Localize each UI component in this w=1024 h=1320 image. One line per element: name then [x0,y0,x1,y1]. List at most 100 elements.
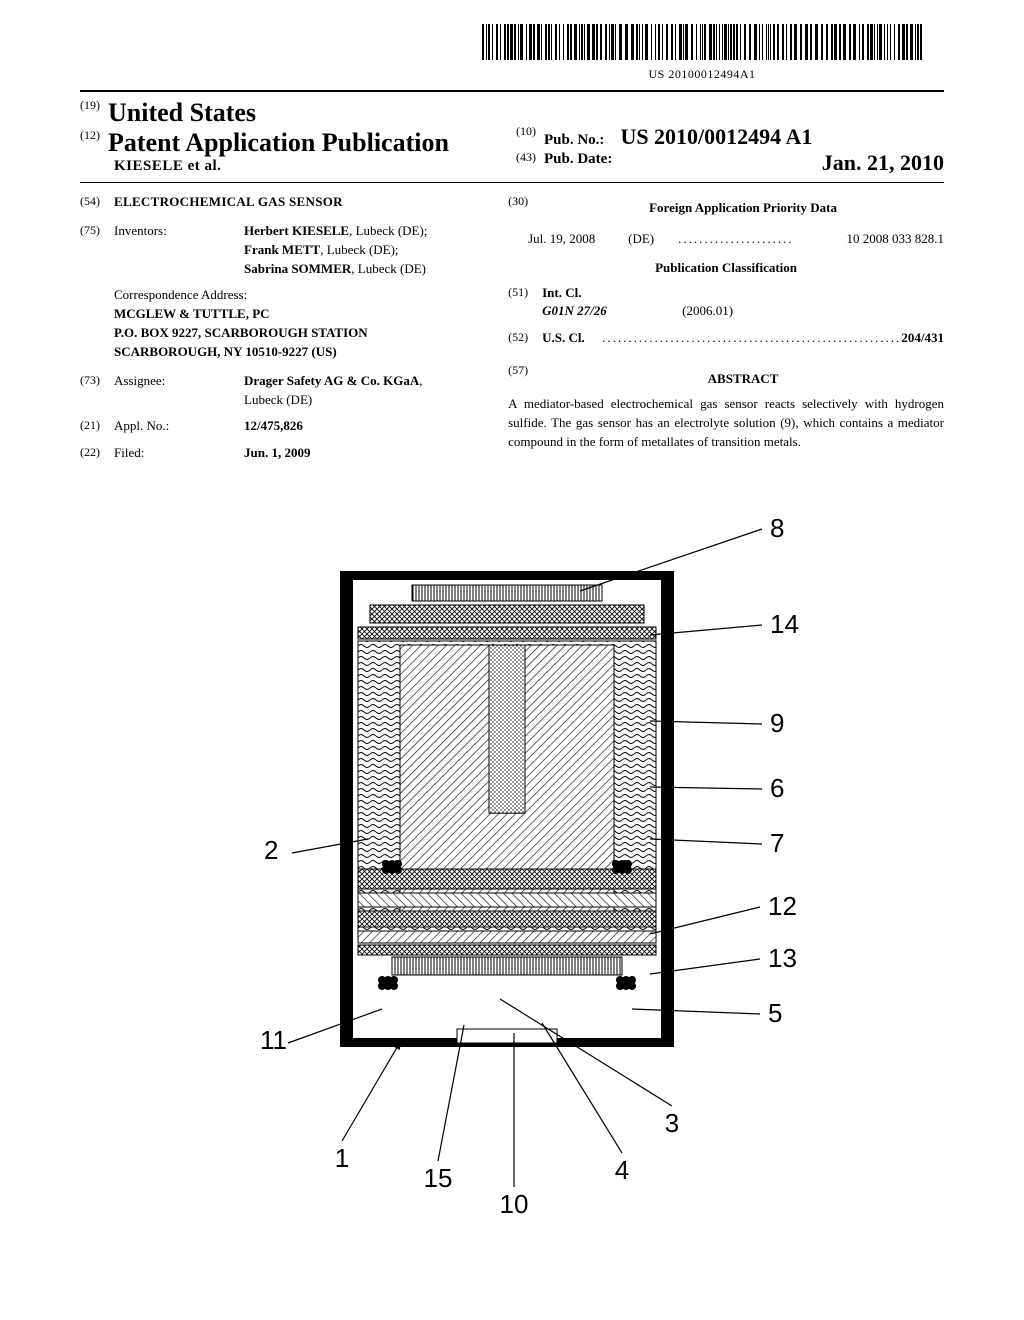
code-52: (52) [508,329,542,348]
foreign-data-row: Jul. 19, 2008 (DE) .....................… [528,230,944,249]
inventors-value: Herbert KIESELE, Lubeck (DE);Frank METT,… [244,222,490,279]
abstract-head-row: (57) ABSTRACT [508,362,944,395]
assignee-loc: Lubeck (DE) [244,392,312,407]
biblio-right: (30) Foreign Application Priority Data J… [508,193,944,471]
appl-value: 12/475,826 [244,417,490,436]
svg-text:8: 8 [770,513,784,543]
pubclass-head: Publication Classification [508,259,944,278]
pubdate-line: (43) Pub. Date: Jan. 21, 2010 [516,150,944,168]
svg-text:4: 4 [615,1155,629,1185]
patent-figure: 814967121352111151043 [202,499,822,1219]
inventor-entry: Frank METT, Lubeck (DE); [244,241,490,260]
appl-label: Appl. No.: [114,417,244,436]
intcl-row: (51) Int. Cl. G01N 27/26 (2006.01) [508,284,944,322]
corr-line: P.O. BOX 9227, SCARBOROUGH STATION [114,324,490,343]
foreign-head: Foreign Application Priority Data [542,199,944,218]
assignee-row: (73) Assignee: Drager Safety AG & Co. KG… [80,372,490,410]
barcode-svg [482,24,922,60]
svg-text:7: 7 [770,828,784,858]
uscl-line: U.S. Cl. ...............................… [542,329,944,348]
uscl-dots: ........................................… [602,329,901,348]
header-rule-bot [80,182,944,183]
intcl-year: (2006.01) [682,302,733,321]
assignee-value: Drager Safety AG & Co. KGaA, Lubeck (DE) [244,372,490,410]
code-54: (54) [80,193,114,212]
uscl-row: (52) U.S. Cl. ..........................… [508,329,944,348]
code-10: (10) [516,124,536,138]
code-51: (51) [508,284,542,322]
code-57: (57) [508,362,542,395]
svg-text:14: 14 [770,609,799,639]
corr-line: SCARBOROUGH, NY 10510-9227 (US) [114,343,490,362]
svg-text:10: 10 [500,1189,529,1219]
code-12: (12) [80,128,100,142]
corr-label: Correspondence Address: [114,286,490,305]
code-22: (22) [80,444,114,463]
doc-type-line: (12) Patent Application Publication [80,128,508,158]
header-rule-top [80,90,944,92]
foreign-num: 10 2008 033 828.1 [847,230,945,249]
title-row: (54) ELECTROCHEMICAL GAS SENSOR [80,193,490,212]
intcl-block: Int. Cl. G01N 27/26 (2006.01) [542,284,944,322]
foreign-head-row: (30) Foreign Application Priority Data [508,193,944,224]
code-43: (43) [516,150,536,164]
svg-text:2: 2 [264,835,278,865]
inventor-entry: Herbert KIESELE, Lubeck (DE); [244,222,490,241]
svg-text:12: 12 [768,891,797,921]
code-73: (73) [80,372,114,410]
uscl-val: 204/431 [901,329,944,348]
pubno-value: US 2010/0012494 A1 [620,124,812,149]
code-30: (30) [508,193,542,224]
biblio-left: (54) ELECTROCHEMICAL GAS SENSOR (75) Inv… [80,193,490,471]
svg-text:9: 9 [770,708,784,738]
pubno-label: Pub. No.: [544,132,604,148]
intcl-label: Int. Cl. [542,284,944,303]
header-left: (19) United States (12) Patent Applicati… [80,98,508,176]
appl-row: (21) Appl. No.: 12/475,826 [80,417,490,436]
filed-row: (22) Filed: Jun. 1, 2009 [80,444,490,463]
intcl-line: G01N 27/26 (2006.01) [542,302,944,321]
svg-text:5: 5 [768,998,782,1028]
barcode [482,24,922,65]
svg-text:15: 15 [424,1163,453,1193]
svg-text:1: 1 [335,1143,349,1173]
header-row: (19) United States (12) Patent Applicati… [80,98,944,176]
header-right: (10) Pub. No.: US 2010/0012494 A1 (43) P… [508,98,944,176]
barcode-area: US 20100012494A1 [460,24,944,82]
inventors-row: (75) Inventors: Herbert KIESELE, Lubeck … [80,222,490,279]
abstract-label: ABSTRACT [542,370,944,389]
corr-line: MCGLEW & TUTTLE, PC [114,305,490,324]
assignee-label: Assignee: [114,372,244,410]
svg-text:3: 3 [665,1108,679,1138]
inventors-label: Inventors: [114,222,244,279]
code-19: (19) [80,98,100,112]
abstract-text: A mediator-based electrochemical gas sen… [508,395,944,452]
correspondence-block: Correspondence Address: MCGLEW & TUTTLE,… [114,286,490,361]
intcl-code: G01N 27/26 [542,302,682,321]
country-line: (19) United States [80,98,508,128]
corr-lines: MCGLEW & TUTTLE, PCP.O. BOX 9227, SCARBO… [114,305,490,362]
foreign-date: Jul. 19, 2008 [528,230,628,249]
assignee-name: Drager Safety AG & Co. KGaA [244,373,419,388]
barcode-number: US 20100012494A1 [460,67,944,82]
country: United States [108,98,256,127]
biblio: (54) ELECTROCHEMICAL GAS SENSOR (75) Inv… [80,193,944,471]
svg-text:11: 11 [260,1025,287,1055]
foreign-dots: ...................... [678,230,846,249]
figure-area: 814967121352111151043 [80,499,944,1219]
authors: KIESELE et al. [114,158,508,175]
pubno-line: (10) Pub. No.: US 2010/0012494 A1 [516,124,944,150]
filed-value: Jun. 1, 2009 [244,444,490,463]
inventor-entry: Sabrina SOMMER, Lubeck (DE) [244,260,490,279]
foreign-cc: (DE) [628,230,678,249]
title: ELECTROCHEMICAL GAS SENSOR [114,193,343,212]
svg-text:6: 6 [770,773,784,803]
pubdate-label: Pub. Date: [544,151,612,167]
code-75: (75) [80,222,114,279]
uscl-label: U.S. Cl. [542,329,602,348]
filed-label: Filed: [114,444,244,463]
pubdate-value: Jan. 21, 2010 [822,150,944,176]
svg-text:13: 13 [768,943,797,973]
code-21: (21) [80,417,114,436]
doc-type: Patent Application Publication [108,128,449,157]
